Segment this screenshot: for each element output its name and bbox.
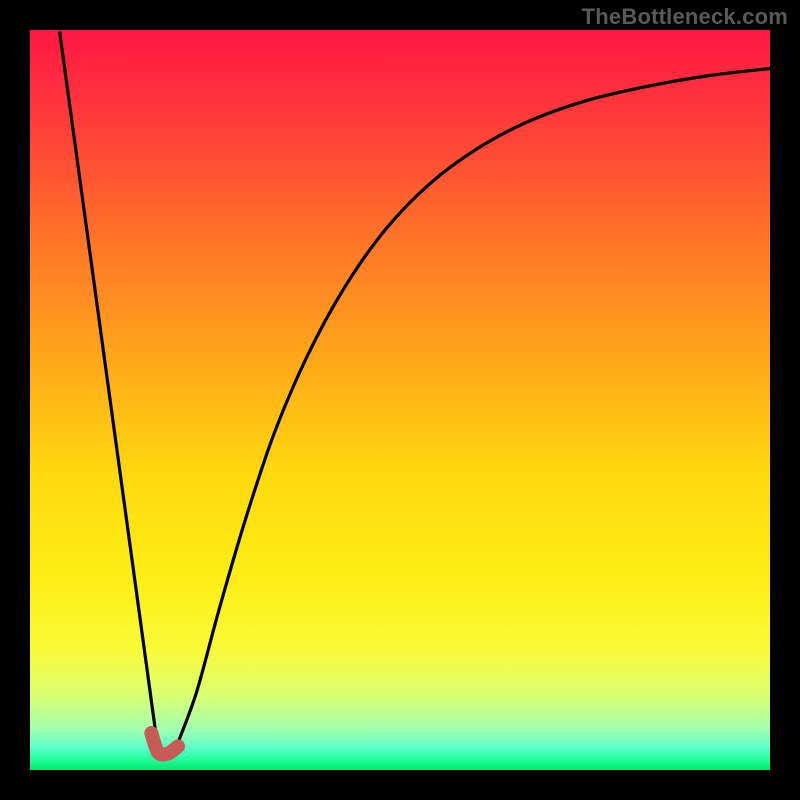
- watermark-text: TheBottleneck.com: [582, 4, 788, 30]
- bottleneck-chart: [0, 0, 800, 800]
- plot-background: [30, 30, 770, 770]
- chart-root: TheBottleneck.com: [0, 0, 800, 800]
